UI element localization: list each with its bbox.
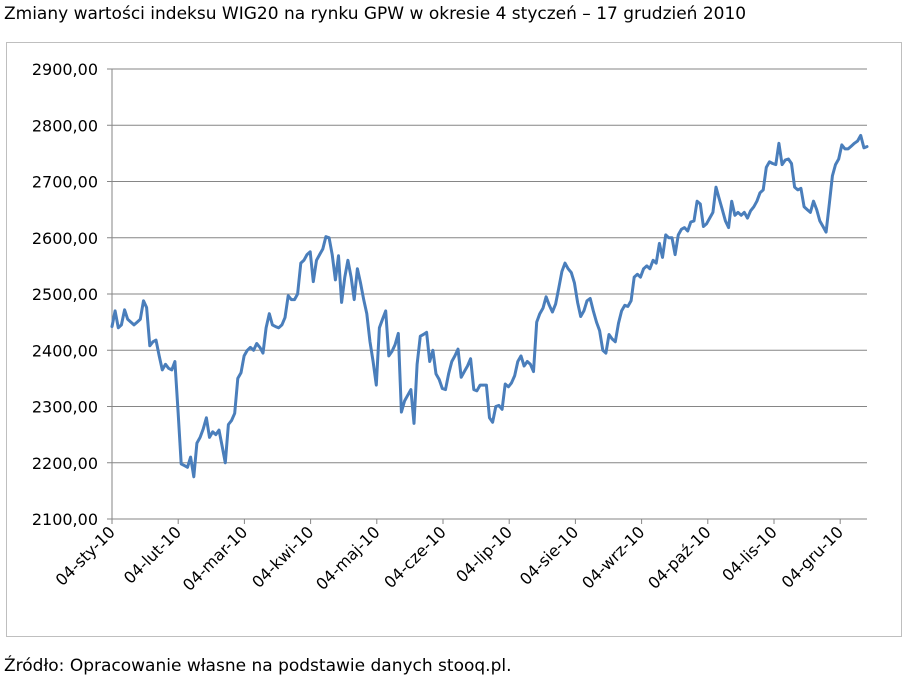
y-tick-label: 2900,00 [32, 60, 98, 79]
chart-title: Zmiany wartości indeksu WIG20 na rynku G… [4, 4, 747, 24]
x-tick-label: 04-lut-10 [120, 522, 185, 587]
x-tick-label: 04-maj-10 [312, 522, 383, 593]
x-tick-label: 04-paź-10 [644, 522, 714, 592]
source-note: Źródło: Opracowanie własne na podstawie … [4, 656, 512, 676]
y-tick-label: 2500,00 [32, 285, 98, 304]
line-chart: 2100,00 2200,00 2300,00 2400,00 2500,00 2600,… [32, 60, 869, 595]
x-tick-label: 04-wrz-10 [578, 522, 648, 592]
y-axis-tick-labels: 2100,00 2200,00 2300,00 2400,00 2500,00 2600,… [32, 60, 98, 529]
x-tick-label: 04-sie-10 [516, 522, 582, 588]
x-tick-label: 04-lip-10 [452, 522, 516, 586]
x-tick-label: 04-sty-10 [52, 522, 119, 589]
x-tick-label: 04-cze-10 [380, 522, 450, 592]
series-layer [110, 133, 869, 479]
x-tick-label: 04-gru-10 [778, 522, 847, 591]
y-tick-label: 2700,00 [32, 173, 98, 192]
y-tick-label: 2600,00 [32, 229, 98, 248]
y-tick-label: 2400,00 [32, 341, 98, 360]
chart-area: 2100,00 2200,00 2300,00 2400,00 2500,00 2600,… [6, 42, 902, 637]
y-tick-label: 2300,00 [32, 398, 98, 417]
x-tick-label: 04-lis-10 [718, 522, 781, 585]
x-tick-label: 04-mar-10 [179, 522, 251, 594]
y-tick-label: 2100,00 [32, 510, 98, 529]
y-tick-label: 2200,00 [32, 454, 98, 473]
x-tick-label: 04-kwi-10 [248, 522, 317, 591]
y-tick-label: 2800,00 [32, 116, 98, 135]
gridlines [112, 68, 867, 464]
x-axis-tick-labels: 04-sty-10 04-lut-1004-mar-1004-kwi-1004-m… [52, 522, 847, 594]
series-line-wig20 [110, 133, 869, 479]
axes [107, 68, 867, 524]
